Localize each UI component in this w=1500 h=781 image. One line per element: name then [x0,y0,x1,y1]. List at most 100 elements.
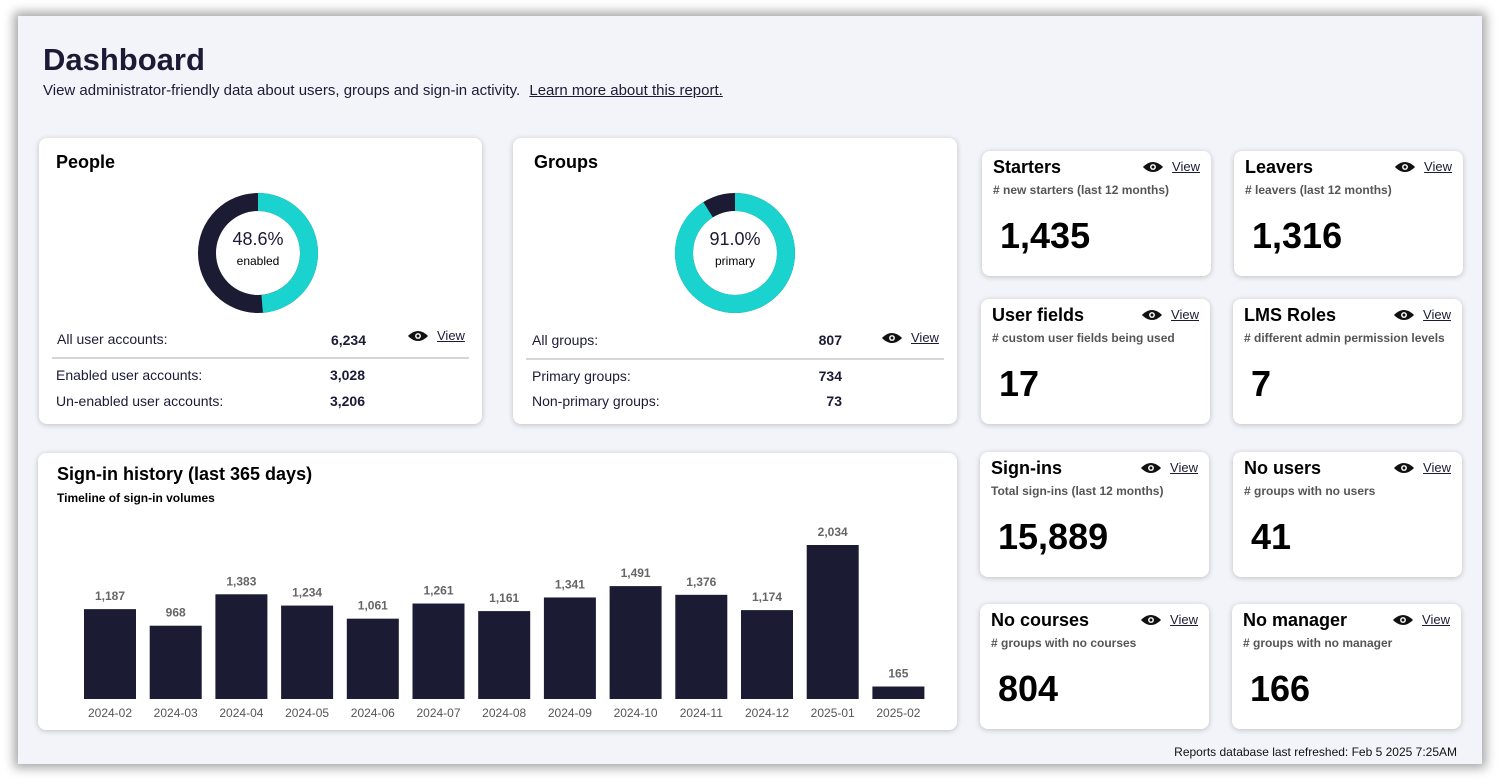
eye-icon [1392,614,1414,625]
people-total-value: 6,234 [330,332,366,348]
groups-percent-label: primary [714,254,755,268]
groups-card: Groups 91.0% primary All groups: 807 Vie… [513,138,957,424]
chart-data-label: 1,187 [95,589,125,603]
people-donut-label: 48.6% enabled [196,229,320,268]
groups-row-label: Non-primary groups: [532,393,660,409]
chart-x-tick-label: 2024-04 [219,706,263,720]
chart-bar [84,609,136,699]
chart-bar [609,586,662,699]
chart-data-label: 1,341 [555,577,585,591]
people-view-link[interactable]: View [407,328,465,343]
groups-percent: 91.0% [709,229,761,249]
chart-data-label: 1,174 [752,590,782,604]
description-text: View administrator-friendly data about u… [43,82,521,99]
stat-card-no-users: No users View # groups with no users 41 [1233,452,1462,577]
chart-bar [872,686,925,699]
stat-value: 41 [1251,516,1292,557]
eye-icon [407,330,429,341]
stat-value: 166 [1250,668,1311,709]
stat-view-label: View [1423,460,1451,475]
eye-icon [1140,614,1162,625]
people-total-label: All user accounts: [57,331,168,347]
no-users-view-link[interactable]: View [1393,460,1451,475]
chart-data-label: 1,161 [489,591,519,605]
stat-title: User fields [992,305,1085,325]
stat-title: LMS Roles [1244,305,1337,325]
groups-row-label: Primary groups: [532,368,631,384]
chart-bar [675,594,728,699]
chart-bar [543,597,596,699]
stat-title: Leavers [1245,157,1314,177]
eye-icon [1140,462,1162,473]
leavers-view-link[interactable]: View [1394,159,1452,174]
chart-data-label: 1,376 [686,575,716,589]
page-title: Dashboard [43,42,205,77]
no-manager-view-link[interactable]: View [1392,612,1450,627]
groups-view-link[interactable]: View [881,330,939,345]
eye-icon [1393,462,1415,473]
chart-x-tick-label: 2024-06 [351,706,395,720]
stat-view-label: View [1170,460,1198,475]
stat-card-lms-roles: LMS Roles View # different admin permiss… [1233,299,1462,424]
chart-bar [215,594,268,699]
sign-ins-view-link[interactable]: View [1140,460,1198,475]
no-courses-view-link[interactable]: View [1140,612,1198,627]
people-row-label: Un-enabled user accounts: [56,393,224,409]
lms-roles-view-link[interactable]: View [1393,307,1451,322]
chart-bar [412,603,465,699]
groups-title: Groups [534,152,599,172]
chart-x-tick-label: 2024-09 [548,706,592,720]
stat-subtitle: # groups with no courses [991,636,1137,650]
stat-view-label: View [1170,612,1198,627]
groups-row-value: 734 [818,368,842,384]
eye-icon [881,332,903,343]
chart-x-tick-label: 2024-05 [285,706,329,720]
stat-title: No users [1244,458,1322,478]
last-refreshed: Reports database last refreshed: Feb 5 2… [1174,745,1457,759]
stat-card-no-courses: No courses View # groups with no courses… [980,604,1209,729]
chart-x-tick-label: 2024-03 [154,706,198,720]
chart-bar [806,545,859,699]
chart-data-label: 968 [166,606,186,620]
stat-title: Sign-ins [991,458,1062,478]
stat-value: 15,889 [998,516,1109,557]
stat-card-no-manager: No manager View # groups with no manager… [1232,604,1461,729]
user-fields-view-link[interactable]: View [1141,307,1199,322]
groups-total-label: All groups: [532,332,599,348]
people-divider [52,357,469,359]
stat-value: 1,316 [1252,215,1343,256]
eye-icon [1393,309,1415,320]
stat-card-starters: Starters View # new starters (last 12 mo… [982,151,1211,276]
chart-data-label: 1,261 [423,584,453,598]
people-view-label: View [437,328,465,343]
chart-x-tick-label: 2024-08 [482,706,526,720]
chart-data-label: 1,234 [292,586,322,600]
stat-card-user-fields: User fields View # custom user fields be… [981,299,1210,424]
chart-bar [478,611,531,699]
people-row-label: Enabled user accounts: [56,367,203,383]
people-row-value: 3,206 [329,393,365,409]
stat-subtitle: # new starters (last 12 months) [993,183,1170,197]
people-card: People 48.6% enabled All user accounts: … [39,138,482,424]
chart-bar [149,625,202,699]
signin-bar-chart: 1,187 2024-02 968 2024-03 1,383 2024-04 1,234 2… [84,525,925,720]
chart-x-tick-label: 2024-07 [416,706,460,720]
stat-view-label: View [1422,612,1450,627]
signin-history-card: Sign-in history (last 365 days) Timeline… [38,453,957,730]
stat-subtitle: # different admin permission levels [1244,331,1445,345]
chart-data-label: 165 [888,667,908,681]
signin-history-title: Sign-in history (last 365 days) [57,464,313,484]
people-donut [198,193,318,313]
people-percent-label: enabled [236,254,280,268]
learn-more-link[interactable]: Learn more about this report. [529,82,723,99]
starters-view-link[interactable]: View [1142,159,1200,174]
groups-donut-fill [675,193,795,313]
stat-subtitle: # groups with no manager [1243,636,1393,650]
stat-subtitle: # leavers (last 12 months) [1245,183,1392,197]
people-title: People [56,152,116,172]
eye-icon [1141,309,1163,320]
stat-view-label: View [1171,307,1199,322]
stat-subtitle: Total sign-ins (last 12 months) [991,484,1164,498]
groups-view-label: View [911,330,939,345]
chart-data-label: 2,034 [818,525,848,539]
